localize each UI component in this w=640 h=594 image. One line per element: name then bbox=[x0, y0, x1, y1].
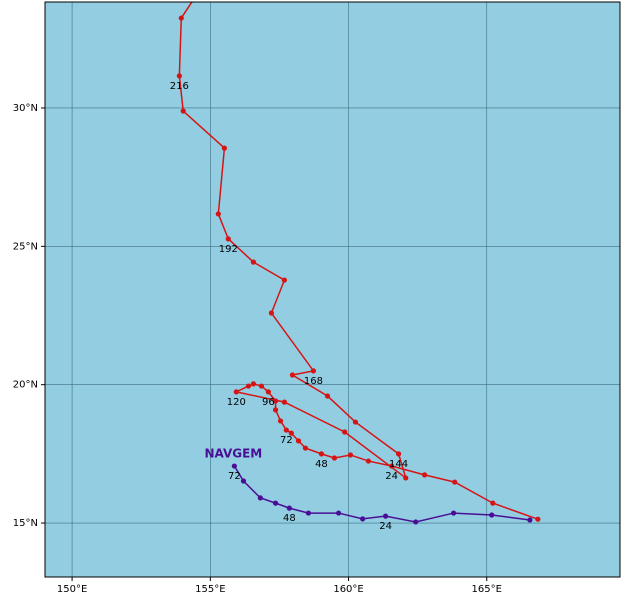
x-tick-label: 155°E bbox=[195, 584, 225, 594]
track-point bbox=[258, 383, 265, 389]
track-point bbox=[295, 438, 302, 444]
track-point bbox=[382, 513, 389, 519]
track-point bbox=[318, 451, 325, 457]
hour-label: 168 bbox=[304, 376, 323, 387]
y-tick-label: 15°N bbox=[13, 518, 38, 529]
track-point bbox=[240, 478, 247, 484]
x-tick-label: 160°E bbox=[333, 584, 363, 594]
track-point bbox=[305, 510, 312, 516]
track-point bbox=[342, 429, 348, 435]
y-tick-label: 20°N bbox=[13, 380, 38, 391]
track-point bbox=[535, 516, 541, 522]
track-point bbox=[288, 430, 294, 436]
track-point bbox=[310, 368, 317, 374]
track-point bbox=[324, 393, 331, 399]
hour-label: 24 bbox=[385, 471, 398, 482]
track-point bbox=[490, 500, 496, 506]
track-point bbox=[215, 211, 221, 217]
track-point bbox=[265, 389, 271, 395]
x-tick-label: 165°E bbox=[472, 584, 502, 594]
hour-label: 144 bbox=[389, 459, 408, 470]
track-point bbox=[335, 510, 342, 516]
track-point bbox=[365, 458, 372, 464]
track-point bbox=[489, 512, 495, 518]
track-point bbox=[450, 510, 457, 516]
track-point bbox=[257, 495, 263, 501]
hour-label: 120 bbox=[227, 397, 246, 408]
frame bbox=[44, 1, 621, 578]
track-point bbox=[250, 259, 257, 265]
track-point bbox=[527, 517, 533, 523]
track-point bbox=[452, 479, 458, 485]
track-point bbox=[268, 310, 275, 316]
hour-label: 96 bbox=[262, 397, 275, 408]
hour-label: 48 bbox=[283, 513, 296, 524]
track-point bbox=[225, 236, 231, 242]
track-point bbox=[176, 73, 182, 79]
hour-label: 24 bbox=[379, 521, 392, 532]
track-point bbox=[231, 463, 237, 469]
track-point bbox=[289, 372, 296, 378]
track-point bbox=[233, 389, 239, 395]
y-tick-label: 25°N bbox=[13, 241, 38, 252]
track-point bbox=[221, 145, 228, 151]
track-point bbox=[281, 277, 287, 283]
x-tick-label: 150°E bbox=[57, 584, 87, 594]
track-point bbox=[403, 475, 409, 481]
track-point bbox=[178, 15, 184, 21]
track-point bbox=[331, 455, 338, 461]
y-tick-label: 30°N bbox=[13, 103, 38, 114]
track-point bbox=[352, 419, 359, 425]
track-point bbox=[389, 463, 395, 469]
hour-label: 216 bbox=[170, 81, 189, 92]
track-point bbox=[277, 418, 284, 424]
ocean bbox=[45, 2, 620, 577]
track-point bbox=[283, 427, 289, 433]
track-point bbox=[245, 383, 252, 389]
hour-label: 72 bbox=[280, 435, 293, 446]
hour-label: 72 bbox=[228, 471, 241, 482]
track-point bbox=[286, 505, 292, 511]
track-point bbox=[302, 445, 309, 451]
track-point bbox=[272, 500, 279, 506]
track-point bbox=[413, 519, 419, 525]
model-label: NAVGEM bbox=[204, 447, 262, 461]
track-point bbox=[272, 407, 279, 413]
track-point bbox=[250, 381, 257, 387]
track-point bbox=[272, 398, 279, 404]
track-point bbox=[395, 451, 402, 457]
track-point bbox=[180, 108, 186, 114]
track-point bbox=[421, 472, 428, 478]
hour-label: 48 bbox=[315, 459, 328, 470]
track-point bbox=[347, 452, 354, 458]
track-point bbox=[281, 399, 287, 405]
hour-label: 192 bbox=[219, 244, 238, 255]
track-point bbox=[360, 516, 366, 522]
